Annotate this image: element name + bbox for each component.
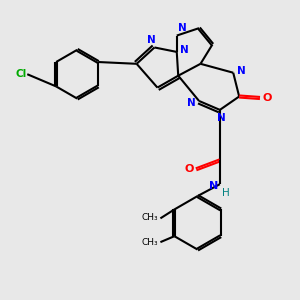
Text: N: N (237, 66, 245, 76)
Text: N: N (209, 181, 218, 191)
Text: Cl: Cl (15, 69, 26, 79)
Text: N: N (178, 22, 187, 33)
Text: N: N (147, 35, 156, 45)
Text: N: N (217, 113, 226, 123)
Text: N: N (180, 45, 188, 56)
Text: CH₃: CH₃ (141, 238, 158, 247)
Text: N: N (187, 98, 196, 108)
Text: O: O (184, 164, 194, 174)
Text: CH₃: CH₃ (141, 213, 158, 222)
Text: H: H (222, 188, 230, 198)
Text: O: O (262, 93, 272, 103)
